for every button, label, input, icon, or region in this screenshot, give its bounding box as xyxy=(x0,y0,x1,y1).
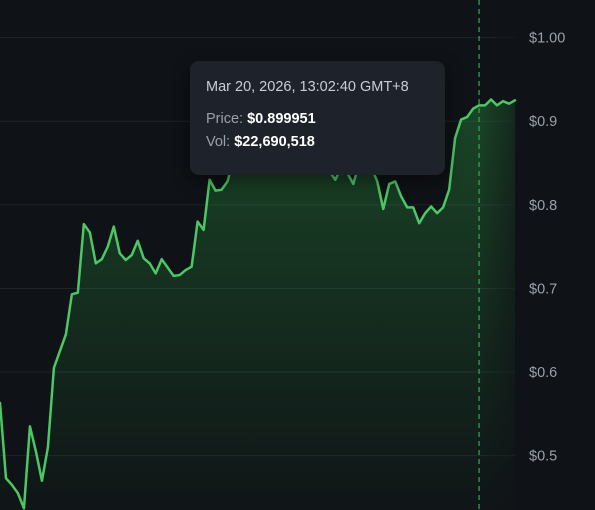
y-tick-label: $0.6 xyxy=(529,365,557,381)
y-tick-label: $0.9 xyxy=(529,114,557,130)
tooltip-volume-value: $22,690,518 xyxy=(234,134,315,150)
tooltip-volume-row: Vol: $22,690,518 xyxy=(206,134,429,150)
price-area-fill xyxy=(0,99,515,510)
y-tick-label: $1.00 xyxy=(529,31,565,47)
post-crosshair-shade xyxy=(479,0,515,510)
tooltip-price-row: Price: $0.899951 xyxy=(206,111,429,127)
tooltip-price-value: $0.899951 xyxy=(247,111,316,127)
y-tick-label: $0.8 xyxy=(529,198,557,214)
price-tooltip: Mar 20, 2026, 13:02:40 GMT+8 Price: $0.8… xyxy=(190,61,445,175)
area-fill-layer xyxy=(0,0,515,510)
tooltip-volume-label: Vol: xyxy=(206,134,231,150)
tooltip-price-label: Price: xyxy=(206,111,244,127)
y-axis: $1.00 $0.9 $0.8 $0.7 $0.6 $0.5 xyxy=(529,31,565,465)
y-tick-label: $0.5 xyxy=(529,449,557,465)
y-tick-label: $0.7 xyxy=(529,281,557,297)
tooltip-timestamp: Mar 20, 2026, 13:02:40 GMT+8 xyxy=(206,79,409,95)
